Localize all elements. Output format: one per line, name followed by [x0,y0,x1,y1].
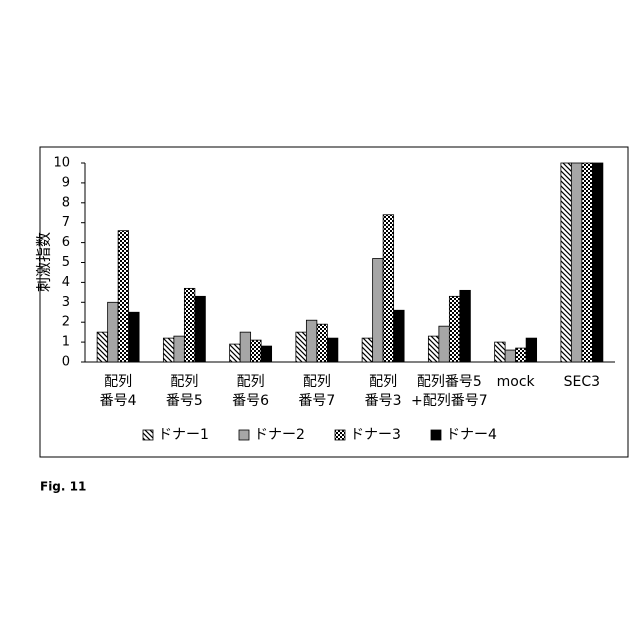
bar [505,350,516,362]
legend-swatch [335,430,345,440]
y-tick-label: 5 [62,255,70,270]
bar [230,344,241,362]
figure-caption: Fig. 11 [40,480,86,494]
bar [394,310,405,362]
bar [261,346,272,362]
bar [373,259,384,362]
y-tick-label: 8 [62,195,70,210]
x-tick-label: 配列 [369,374,397,390]
bar [571,163,582,362]
y-tick-label: 3 [62,295,70,310]
y-tick-label: 9 [62,175,70,190]
bar [516,348,527,362]
x-tick-label: 番号4 [100,393,137,409]
bar [163,338,174,362]
x-tick-label: mock [497,374,536,390]
legend-label: ドナー1 [158,427,209,443]
x-tick-label: 配列 [303,374,331,390]
bar [195,296,206,362]
bar [317,324,328,362]
legend-swatch [431,430,441,440]
x-tick-label: SEC3 [564,374,600,390]
x-tick-label: +配列番号7 [411,393,488,409]
x-tick-label: 番号6 [232,393,269,409]
bar [184,288,195,362]
bar [561,163,572,362]
bar [251,340,262,362]
legend-label: ドナー3 [350,427,401,443]
bar [592,163,603,362]
legend-swatch [239,430,249,440]
bar [97,332,108,362]
y-tick-label: 6 [62,235,70,250]
legend-label: ドナー4 [446,427,497,443]
bar [118,231,129,362]
bar [383,215,394,362]
bar [428,336,439,362]
bar [108,302,119,362]
y-axis-label: 刺激指数 [35,232,53,292]
legend-label: ドナー2 [254,427,305,443]
y-tick-label: 4 [62,275,70,290]
bar [582,163,593,362]
x-tick-label: 番号5 [166,393,203,409]
y-tick-label: 1 [62,335,70,350]
bar [495,342,506,362]
y-tick-label: 10 [53,156,70,171]
bar [296,332,307,362]
bar [526,338,537,362]
bar [460,290,471,362]
bar [306,320,317,362]
bar [174,336,185,362]
x-tick-label: 番号7 [298,393,335,409]
bar [362,338,373,362]
bar [439,326,450,362]
x-tick-label: 番号3 [365,393,402,409]
x-tick-label: 配列 [104,374,132,390]
bar [129,312,140,362]
x-tick-label: 配列 [170,374,198,390]
y-tick-label: 0 [62,355,70,370]
bar [240,332,251,362]
legend-swatch [143,430,153,440]
x-tick-label: 配列番号5 [417,374,482,390]
y-tick-label: 2 [62,315,70,330]
bar [327,338,338,362]
bar [449,296,460,362]
x-tick-label: 配列 [237,374,265,390]
y-tick-label: 7 [62,215,70,230]
